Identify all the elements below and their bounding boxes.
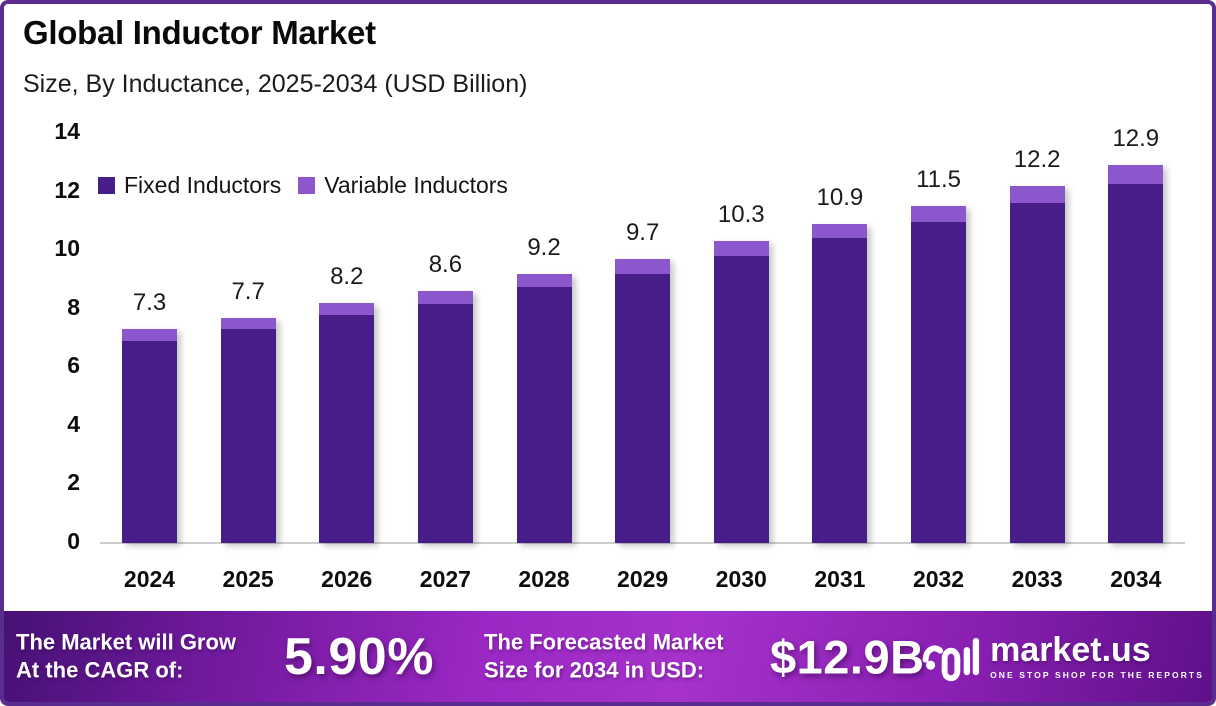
- cagr-label-line2: At the CAGR of:: [16, 657, 184, 683]
- variable-inductors-segment: [911, 206, 967, 223]
- x-axis-year-label: 2032: [912, 566, 965, 592]
- chart-legend: Fixed Inductors Variable Inductors: [98, 172, 508, 199]
- forecast-label: The Forecasted Market Size for 2034 in U…: [484, 628, 724, 685]
- variable-inductors-segment: [122, 329, 177, 341]
- legend-label: Variable Inductors: [324, 172, 508, 198]
- stacked-bar: [516, 273, 572, 543]
- bar-value-label: 10.9: [816, 183, 864, 211]
- marketus-logo-icon: [922, 637, 980, 681]
- x-axis-year-label: 2033: [1011, 566, 1063, 592]
- y-axis-tick: 0: [67, 528, 80, 554]
- fixed-inductors-segment: [122, 340, 177, 543]
- stacked-bar: [319, 302, 375, 543]
- logo-tagline: ONE STOP SHOP FOR THE REPORTS: [990, 670, 1204, 680]
- variable-inductors-segment: [319, 302, 375, 315]
- fixed-inductors-segment: [812, 238, 868, 543]
- variable-inductors-segment: [1009, 185, 1065, 204]
- footer-banner: The Market will Grow At the CAGR of: 5.9…: [4, 611, 1212, 702]
- variable-inductors-segment: [713, 241, 769, 257]
- y-axis-tick: 12: [54, 176, 80, 203]
- y-axis-tick: 10: [54, 235, 80, 262]
- stacked-bar: [1108, 165, 1164, 543]
- fixed-inductors-segment: [911, 222, 967, 543]
- forecast-label-line1: The Forecasted Market: [484, 628, 724, 654]
- bar-value-label: 10.3: [717, 201, 765, 229]
- x-axis-year-label: 2024: [123, 566, 176, 592]
- variable-inductors-segment: [812, 223, 868, 239]
- stacked-bar: [615, 258, 671, 543]
- bar-value-label: 12.2: [1013, 145, 1061, 173]
- fixed-inductors-segment: [1108, 184, 1164, 543]
- y-axis-tick: 4: [67, 410, 80, 437]
- fixed-inductors-segment: [713, 256, 769, 543]
- logo-text: market.us: [990, 631, 1151, 669]
- variable-inductors-segment: [516, 273, 572, 287]
- forecast-value: $12.9B: [770, 630, 925, 683]
- x-axis-year-label: 2029: [617, 566, 669, 592]
- fixed-inductors-segment: [516, 286, 572, 543]
- bar-value-label: 7.3: [132, 289, 167, 317]
- legend-item: Fixed Inductors: [98, 172, 281, 199]
- x-axis-year-label: 2030: [715, 566, 767, 592]
- cagr-label: The Market will Grow At the CAGR of:: [16, 628, 236, 685]
- fixed-inductors-segment: [417, 304, 473, 543]
- legend-swatch: [98, 177, 115, 194]
- x-axis-year-label: 2027: [419, 566, 471, 592]
- bar-value-label: 11.5: [916, 166, 961, 194]
- x-axis-year-label: 2026: [321, 566, 373, 592]
- y-axis-tick: 14: [54, 118, 80, 145]
- fixed-inductors-segment: [615, 273, 671, 543]
- legend-item: Variable Inductors: [298, 172, 508, 199]
- stacked-bar: [911, 206, 967, 543]
- bar-value-label: 12.9: [1112, 125, 1160, 153]
- fixed-inductors-segment: [319, 314, 375, 543]
- stacked-bar: [220, 317, 276, 543]
- cagr-value: 5.90%: [284, 627, 434, 686]
- x-axis-year-label: 2025: [222, 566, 274, 592]
- stacked-bar: [417, 291, 473, 543]
- bar-value-label: 9.7: [625, 218, 660, 246]
- variable-inductors-segment: [615, 258, 671, 274]
- chart-subtitle: Size, By Inductance, 2025-2034 (USD Bill…: [23, 70, 528, 98]
- x-axis-year-label: 2034: [1110, 566, 1162, 592]
- x-axis-year-label: 2031: [814, 566, 866, 592]
- bar-value-label: 8.6: [428, 251, 463, 279]
- stacked-bar: [122, 329, 177, 543]
- bar-value-label: 9.2: [527, 233, 561, 261]
- marketus-logo: market.us ONE STOP SHOP FOR THE REPORTS: [922, 631, 1204, 683]
- cagr-label-line1: The Market will Grow: [16, 628, 237, 654]
- page-title: Global Inductor Market: [23, 14, 376, 51]
- y-axis-tick: 2: [67, 469, 80, 496]
- forecast-label-line2: Size for 2034 in USD:: [484, 657, 705, 683]
- stacked-bar: [1009, 185, 1065, 543]
- fixed-inductors-segment: [220, 329, 276, 543]
- bar-value-label: 7.7: [231, 277, 265, 305]
- legend-swatch: [298, 177, 316, 194]
- y-axis-tick: 8: [67, 293, 80, 320]
- variable-inductors-segment: [1108, 165, 1164, 185]
- variable-inductors-segment: [220, 317, 276, 330]
- legend-label: Fixed Inductors: [124, 172, 282, 198]
- x-axis-line: [100, 542, 1185, 544]
- variable-inductors-segment: [417, 291, 473, 305]
- stacked-bar: [812, 223, 868, 543]
- bar-value-label: 8.2: [330, 262, 364, 290]
- fixed-inductors-segment: [1009, 203, 1065, 543]
- x-axis-year-label: 2028: [518, 566, 570, 592]
- y-axis-tick: 6: [67, 352, 80, 379]
- stacked-bar: [713, 241, 769, 543]
